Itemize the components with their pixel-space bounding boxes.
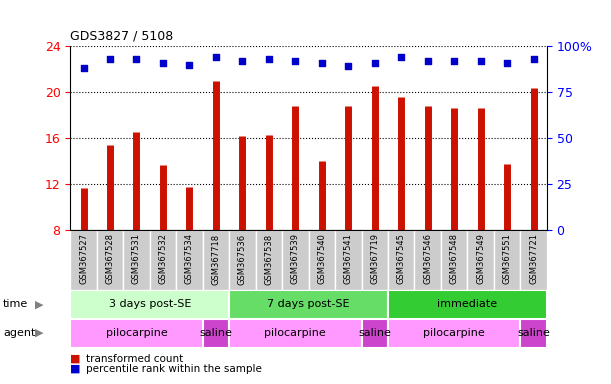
Text: GSM367540: GSM367540 bbox=[317, 233, 326, 284]
Bar bbox=[203, 319, 229, 348]
Text: GSM367551: GSM367551 bbox=[503, 233, 511, 284]
Bar bbox=[70, 290, 229, 319]
Text: pilocarpine: pilocarpine bbox=[265, 328, 326, 338]
Bar bbox=[388, 230, 414, 290]
Text: agent: agent bbox=[3, 328, 35, 338]
Text: ▶: ▶ bbox=[35, 299, 44, 310]
Text: GSM367538: GSM367538 bbox=[265, 233, 273, 285]
Text: percentile rank within the sample: percentile rank within the sample bbox=[86, 364, 262, 374]
Bar bbox=[414, 230, 441, 290]
Bar bbox=[123, 230, 150, 290]
Text: transformed count: transformed count bbox=[86, 354, 183, 364]
Point bbox=[343, 63, 353, 70]
Bar bbox=[388, 319, 521, 348]
Bar bbox=[362, 230, 388, 290]
Text: GSM367534: GSM367534 bbox=[185, 233, 194, 285]
Text: GSM367549: GSM367549 bbox=[476, 233, 485, 284]
Text: GSM367536: GSM367536 bbox=[238, 233, 247, 285]
Text: 3 days post-SE: 3 days post-SE bbox=[109, 299, 191, 310]
Bar bbox=[229, 290, 388, 319]
Bar bbox=[362, 319, 388, 348]
Bar bbox=[70, 319, 203, 348]
Point bbox=[185, 61, 194, 68]
Text: GDS3827 / 5108: GDS3827 / 5108 bbox=[70, 29, 174, 42]
Bar bbox=[255, 230, 282, 290]
Text: GSM367528: GSM367528 bbox=[106, 233, 114, 285]
Text: saline: saline bbox=[517, 328, 550, 338]
Point bbox=[423, 58, 433, 64]
Text: GSM367721: GSM367721 bbox=[529, 233, 538, 285]
Text: GSM367545: GSM367545 bbox=[397, 233, 406, 284]
Bar bbox=[176, 230, 203, 290]
Text: GSM367546: GSM367546 bbox=[423, 233, 432, 285]
Point bbox=[529, 56, 538, 62]
Text: immediate: immediate bbox=[437, 299, 497, 310]
Text: GSM367532: GSM367532 bbox=[158, 233, 167, 285]
Bar bbox=[203, 230, 229, 290]
Bar bbox=[97, 230, 123, 290]
Text: 7 days post-SE: 7 days post-SE bbox=[267, 299, 350, 310]
Text: GSM367548: GSM367548 bbox=[450, 233, 459, 285]
Point bbox=[105, 56, 115, 62]
Point bbox=[290, 58, 300, 64]
Bar bbox=[335, 230, 362, 290]
Bar bbox=[282, 230, 309, 290]
Text: ■: ■ bbox=[70, 354, 81, 364]
Bar bbox=[70, 230, 97, 290]
Point bbox=[370, 60, 379, 66]
Bar bbox=[229, 319, 362, 348]
Bar bbox=[229, 230, 255, 290]
Text: saline: saline bbox=[358, 328, 391, 338]
Text: pilocarpine: pilocarpine bbox=[423, 328, 485, 338]
Bar bbox=[388, 290, 547, 319]
Bar bbox=[441, 230, 467, 290]
Bar bbox=[467, 230, 494, 290]
Bar bbox=[521, 230, 547, 290]
Point bbox=[476, 58, 486, 64]
Bar bbox=[494, 230, 521, 290]
Point bbox=[264, 56, 274, 62]
Point bbox=[502, 60, 512, 66]
Bar bbox=[309, 230, 335, 290]
Text: pilocarpine: pilocarpine bbox=[106, 328, 167, 338]
Point bbox=[158, 60, 168, 66]
Text: GSM367527: GSM367527 bbox=[79, 233, 88, 285]
Bar bbox=[521, 319, 547, 348]
Point bbox=[449, 58, 459, 64]
Text: GSM367541: GSM367541 bbox=[344, 233, 353, 284]
Point bbox=[131, 56, 141, 62]
Text: GSM367718: GSM367718 bbox=[211, 233, 221, 285]
Point bbox=[79, 65, 89, 71]
Text: ▶: ▶ bbox=[35, 328, 44, 338]
Text: time: time bbox=[3, 299, 28, 310]
Text: GSM367531: GSM367531 bbox=[132, 233, 141, 285]
Text: ■: ■ bbox=[70, 364, 81, 374]
Text: GSM367719: GSM367719 bbox=[370, 233, 379, 285]
Point bbox=[238, 58, 247, 64]
Point bbox=[317, 60, 327, 66]
Point bbox=[397, 54, 406, 60]
Point bbox=[211, 54, 221, 60]
Text: GSM367539: GSM367539 bbox=[291, 233, 300, 285]
Text: saline: saline bbox=[199, 328, 232, 338]
Bar bbox=[150, 230, 176, 290]
